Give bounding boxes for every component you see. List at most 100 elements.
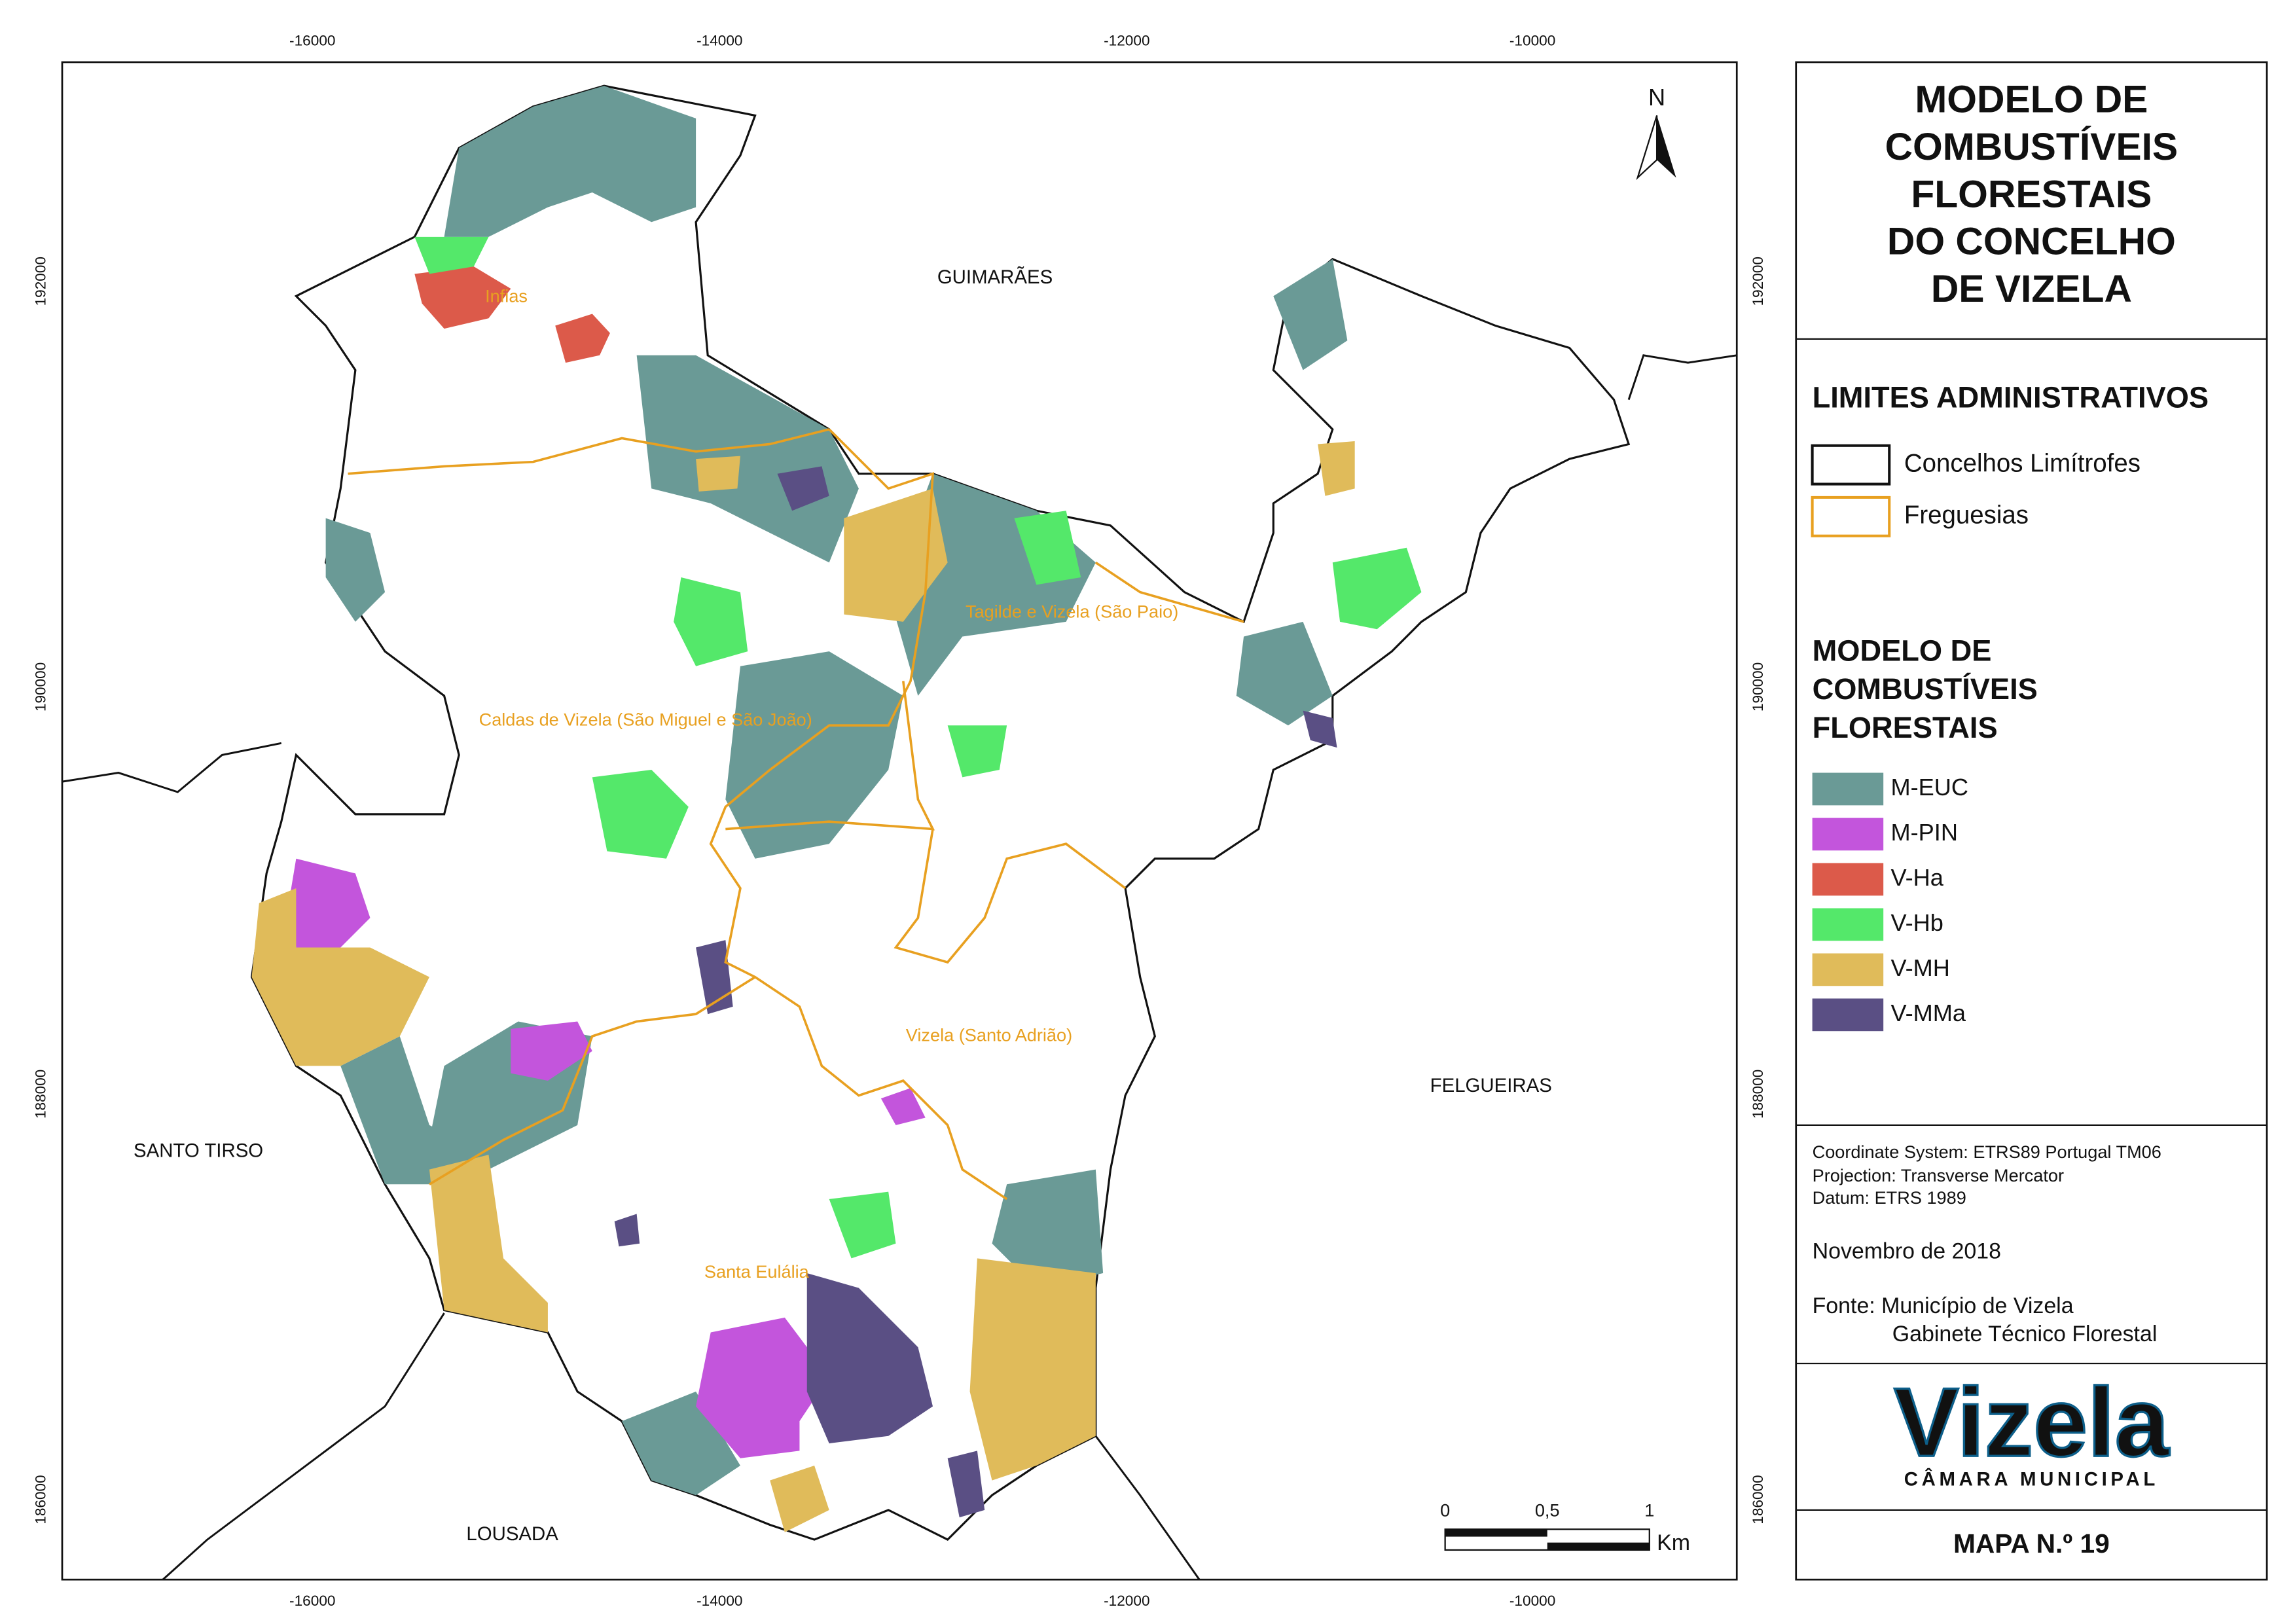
legend-title: COMBUSTÍVEIS	[1813, 672, 2038, 706]
x-tick-label: -14000	[696, 1593, 742, 1609]
legend-swatch	[1812, 863, 1884, 896]
y-tick-label: 188000	[1750, 1070, 1766, 1119]
place-label: LOUSADA	[466, 1523, 558, 1545]
place-label: GUIMARÃES	[937, 266, 1053, 288]
fuel-patch	[806, 1272, 933, 1444]
map-number: MAPA N.º 19	[1953, 1528, 2110, 1559]
legend-title: LIMITES ADMINISTRATIVOS	[1813, 381, 2209, 414]
legend-panel: LIMITES ADMINISTRATIVOS Coordinate Syste…	[1795, 61, 2268, 1581]
y-tick-label: 192000	[1750, 257, 1766, 306]
fuel-patch	[777, 466, 829, 511]
info-line: Coordinate System: ETRS89 Portugal TM06	[1813, 1142, 2161, 1162]
logo: Vizela	[1894, 1367, 2169, 1477]
fuel-patch	[844, 488, 948, 622]
y-tick-label: 186000	[1750, 1475, 1766, 1524]
north-label: N	[1648, 84, 1665, 111]
title-line: DO CONCELHO	[1887, 221, 2176, 263]
fuel-patch	[725, 651, 903, 859]
legend-swatch	[1812, 908, 1884, 941]
x-tick-label: -12000	[1104, 1593, 1149, 1609]
fuel-patch	[325, 518, 386, 622]
fuel-patch	[1014, 511, 1081, 585]
fuel-patch	[1273, 259, 1348, 370]
logo-subtitle: CÂMARA MUNICIPAL	[1904, 1468, 2159, 1490]
legend-title: FLORESTAIS	[1813, 711, 1998, 744]
x-tick-label: -16000	[289, 1593, 335, 1609]
legend-label: V-MMa	[1890, 1000, 1966, 1026]
x-tick-label: -14000	[696, 32, 742, 48]
place-label: FELGUEIRAS	[1430, 1075, 1552, 1096]
fuel-patch	[636, 355, 859, 563]
legend-label: V-Hb	[1890, 909, 1943, 936]
x-tick-label: -10000	[1509, 1593, 1555, 1609]
fuel-patch	[947, 725, 1007, 778]
source: Fonte: Município de Vizela	[1813, 1293, 2074, 1318]
scale-unit: Km	[1657, 1530, 1690, 1555]
legend-title: MODELO DE	[1813, 634, 1992, 667]
legend-swatch	[1812, 818, 1884, 851]
neighbour-boundary	[1094, 1435, 1201, 1580]
x-tick-label: -16000	[289, 32, 335, 48]
fuel-patch	[511, 1021, 592, 1081]
fuel-patch	[592, 770, 689, 859]
x-tick-label: -12000	[1104, 32, 1149, 48]
fuel-patch	[429, 1155, 548, 1333]
fuel-patch	[444, 86, 696, 237]
scale-label: 1	[1644, 1500, 1654, 1520]
fuel-patch	[414, 266, 511, 329]
neighbour-boundary	[62, 742, 282, 793]
scale-bar	[1547, 1542, 1650, 1550]
fuel-patch	[1236, 621, 1333, 726]
fuel-patch	[969, 1258, 1096, 1481]
fuel-patch	[555, 314, 610, 363]
fuel-patch	[674, 577, 748, 666]
legend-swatch	[1811, 444, 1891, 486]
coordinate-ticks: -16000 -14000 -12000 -10000 -16000 -1400…	[32, 32, 1766, 1609]
fuel-patch	[880, 1088, 926, 1125]
parish-boundary	[894, 829, 1127, 964]
legend-swatch	[1812, 772, 1884, 806]
title-line: FLORESTAIS	[1911, 173, 2152, 215]
legend-swatch	[1812, 998, 1884, 1032]
parish-boundary	[725, 681, 935, 831]
parish-boundary	[429, 976, 756, 1185]
legend-label: Concelhos Limítrofes	[1904, 449, 2141, 477]
legend-label: V-MH	[1890, 954, 1949, 981]
legend-swatch	[1812, 953, 1884, 986]
neighbour-boundary	[1627, 354, 1737, 401]
fuel-patch	[251, 888, 429, 1066]
fuel-patch	[829, 1191, 896, 1259]
parish-boundary	[348, 428, 830, 475]
fuel-patch	[770, 1466, 829, 1532]
legend-label: Freguesias	[1904, 501, 2029, 529]
legend-label: V-Ha	[1890, 864, 1943, 891]
y-tick-label: 186000	[32, 1475, 48, 1524]
parish-label: Caldas de Vizela (São Miguel e São João)	[479, 710, 812, 730]
info-line: Datum: ETRS 1989	[1813, 1187, 1966, 1208]
date: Novembro de 2018	[1813, 1238, 2001, 1263]
y-tick-label: 188000	[32, 1070, 48, 1119]
y-tick-label: 190000	[32, 662, 48, 712]
scale-label: 0,5	[1535, 1500, 1560, 1520]
fuel-patch	[414, 236, 489, 274]
fuel-patch	[1303, 710, 1337, 748]
legend-label: M-EUC	[1890, 774, 1968, 801]
map-body: GUIMARÃES SANTO TIRSO FELGUEIRAS LOUSADA…	[62, 84, 1737, 1581]
neighbour-boundary	[162, 1312, 445, 1581]
parish-boundary	[1094, 561, 1244, 623]
scale-label: 0	[1440, 1500, 1450, 1520]
title-line: MODELO DE	[1915, 79, 2148, 121]
source: Gabinete Técnico Florestal	[1892, 1322, 2158, 1346]
place-label: SANTO TIRSO	[134, 1140, 263, 1161]
fuel-patch	[696, 456, 740, 492]
municipality-boundary	[250, 84, 1631, 1542]
fuel-patch	[947, 1451, 985, 1518]
parish-boundary	[709, 428, 1008, 1200]
fuel-patch	[992, 1169, 1104, 1288]
scale-bar	[1445, 1529, 1547, 1537]
title-line: COMBUSTÍVEIS	[1885, 125, 2178, 168]
legend-label: M-PIN	[1890, 819, 1957, 846]
legend-swatch	[1811, 496, 1891, 537]
